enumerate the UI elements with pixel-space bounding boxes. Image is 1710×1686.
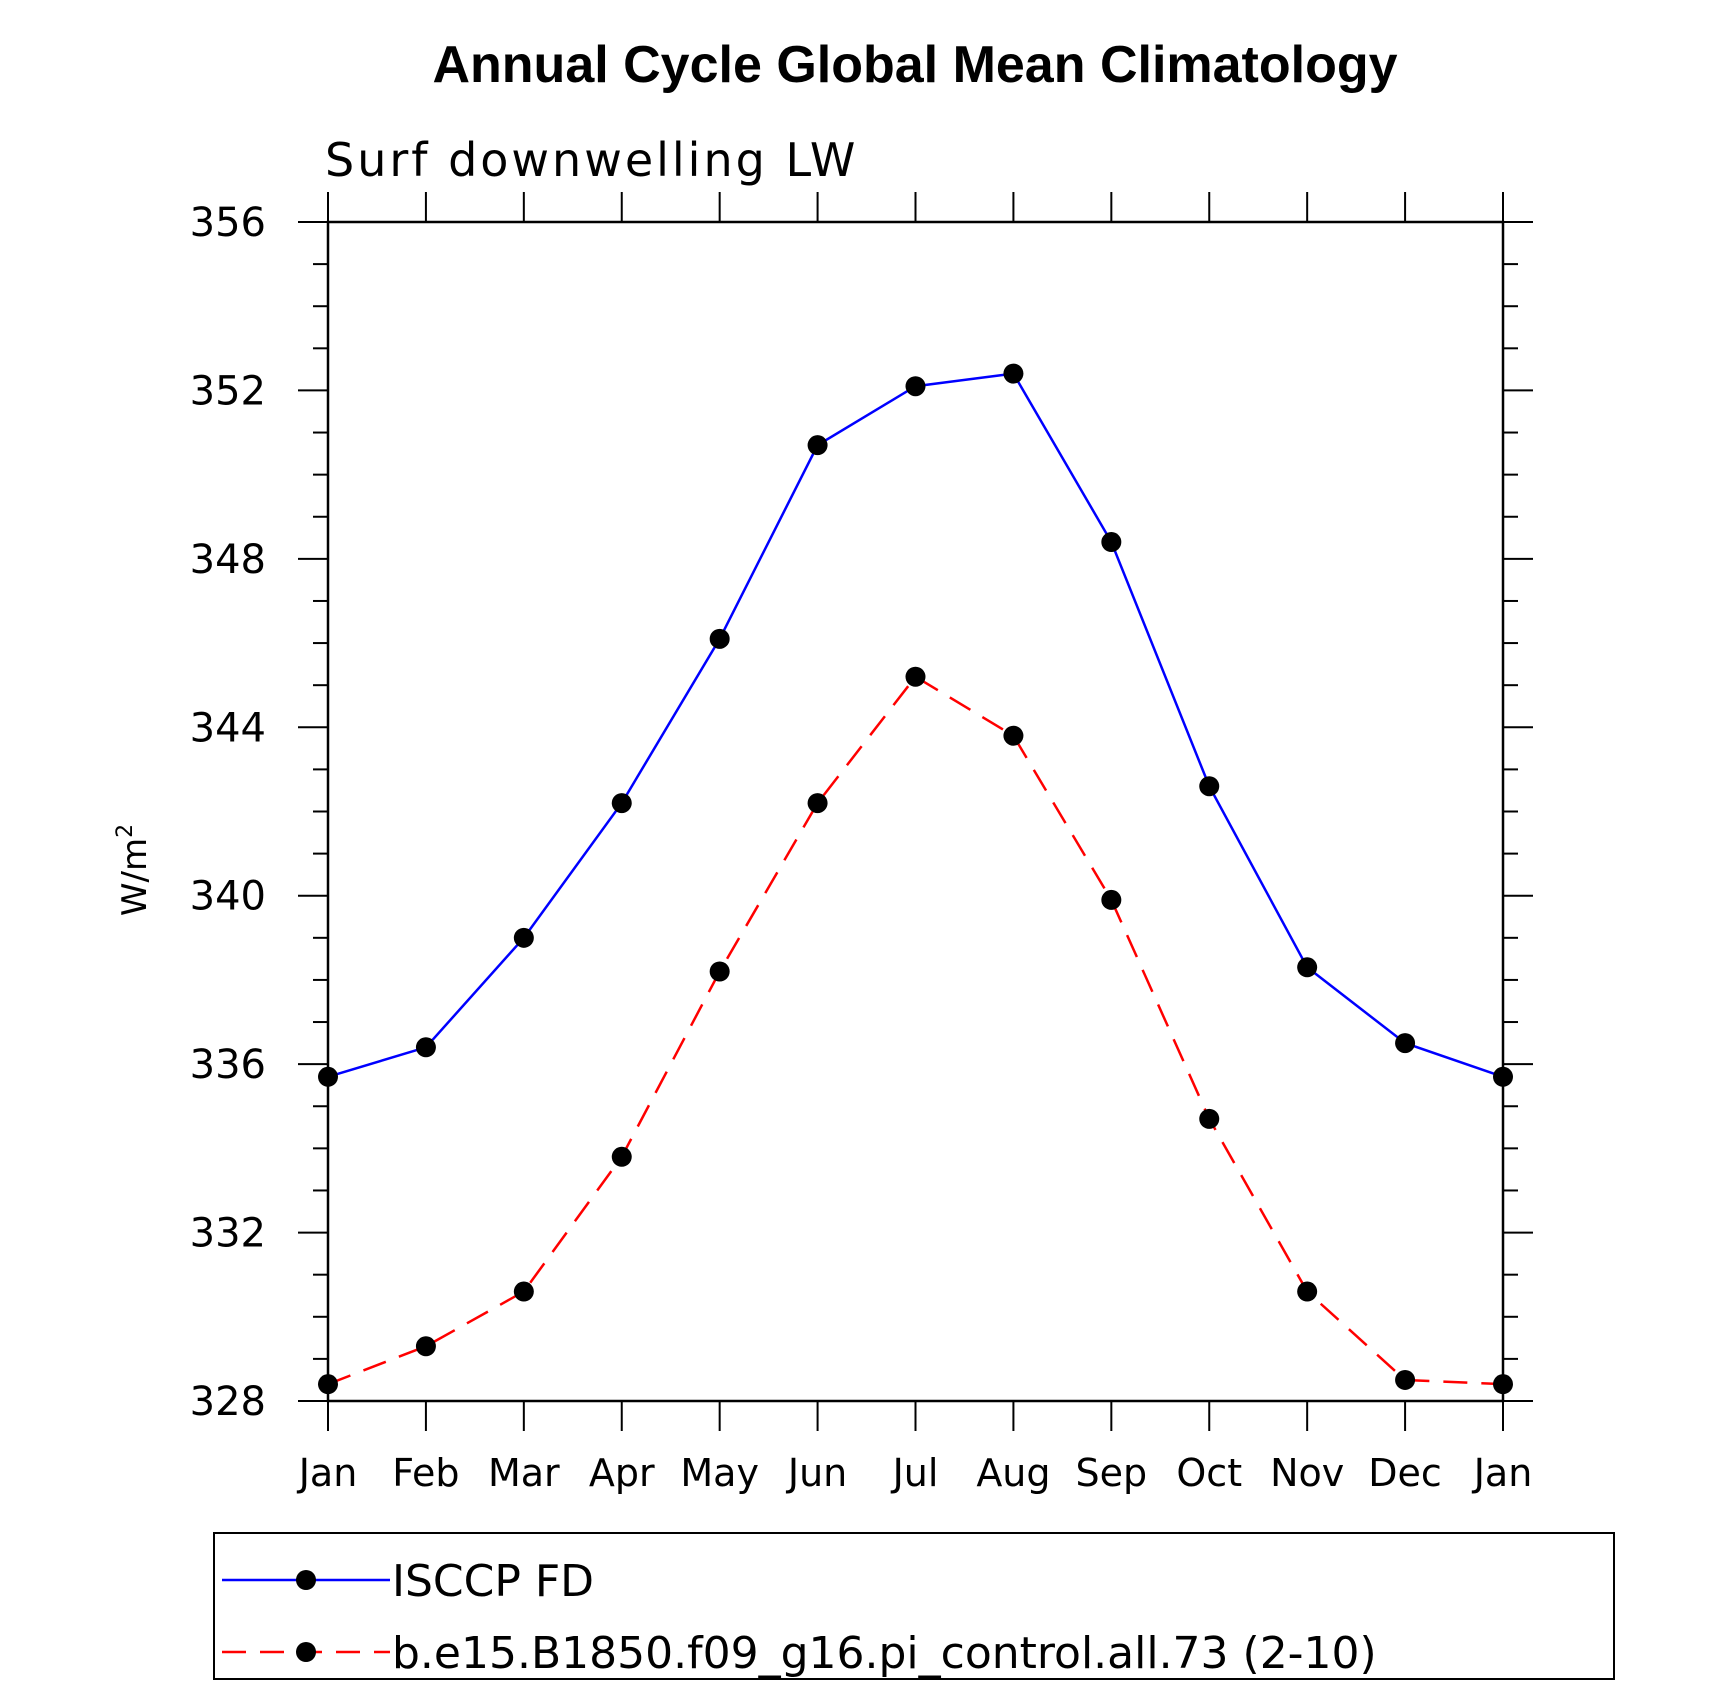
data-point	[709, 961, 730, 982]
y-tick-label: 328	[190, 1379, 266, 1425]
data-point	[318, 1374, 338, 1395]
legend-label: b.e15.B1850.f09_g16.pi_control.all.73 (2…	[392, 1628, 1377, 1679]
y-axis: 328 332 336 340 344 348 352 356	[190, 200, 1533, 1425]
x-tick-label: Jan	[1472, 1451, 1533, 1495]
data-point	[905, 666, 926, 687]
y-tick-label: 336	[190, 1042, 266, 1088]
chart-subtitle: Surf downwelling LW	[325, 133, 858, 187]
data-point	[1297, 1281, 1318, 1302]
series-line	[327, 675, 1504, 1386]
data-point	[709, 628, 730, 649]
x-tick-label: Aug	[976, 1451, 1050, 1495]
y-tick-label: 340	[190, 874, 266, 920]
x-tick-label: Mar	[488, 1451, 560, 1495]
y-tick-label: 348	[190, 537, 266, 583]
x-tick-label: May	[680, 1451, 759, 1495]
data-point	[1199, 776, 1220, 797]
data-point	[1199, 1108, 1220, 1129]
data-point	[415, 1336, 436, 1357]
data-point	[1395, 1369, 1416, 1390]
legend: ISCCP FD b.e15.B1850.f09_g16.pi_control.a…	[213, 1532, 1615, 1680]
data-point	[1395, 1033, 1416, 1054]
x-tick-label: Jan	[297, 1451, 358, 1495]
data-point	[318, 1066, 338, 1087]
data-point	[1493, 1374, 1513, 1395]
series-1	[318, 363, 1513, 1087]
data-point	[1101, 889, 1122, 910]
legend-label: ISCCP FD	[392, 1556, 594, 1607]
series-line	[327, 372, 1504, 1078]
legend-marker	[296, 1570, 316, 1590]
y-tick-label: 344	[190, 705, 266, 751]
x-tick-label: Feb	[392, 1451, 459, 1495]
data-point	[1101, 532, 1122, 553]
x-tick-label: Nov	[1270, 1451, 1344, 1495]
y-tick-label: 352	[190, 368, 266, 414]
data-point	[1493, 1066, 1513, 1087]
chart-title: Annual Cycle Global Mean Climatology	[432, 36, 1397, 94]
x-tick-label: Sep	[1076, 1451, 1148, 1495]
series-layer	[318, 363, 1513, 1395]
plot-frame	[326, 220, 1505, 1403]
data-point	[513, 1281, 534, 1302]
data-point	[807, 435, 828, 456]
x-tick-label: Jun	[786, 1451, 847, 1495]
x-tick-label: Dec	[1368, 1451, 1442, 1495]
data-point	[611, 1146, 632, 1167]
legend-box	[213, 1532, 1615, 1680]
y-axis-label: W/m2	[113, 824, 155, 916]
data-point	[1003, 725, 1024, 746]
data-point	[415, 1037, 436, 1058]
y-tick-label: 332	[190, 1211, 266, 1257]
x-axis: Jan Feb Mar Apr May Jun Jul Aug Sep Oct Nov Dec Jan	[297, 192, 1533, 1495]
data-point	[611, 793, 632, 814]
data-point	[1003, 363, 1024, 384]
y-axis-label-superscript: 2	[113, 824, 138, 838]
data-point	[1297, 957, 1318, 978]
x-tick-label: Oct	[1176, 1451, 1242, 1495]
legend-marker	[296, 1642, 316, 1662]
data-point	[807, 793, 828, 814]
plot-border	[326, 220, 1505, 1403]
y-tick-label: 356	[190, 200, 266, 246]
data-point	[905, 376, 926, 397]
x-tick-label: Jul	[891, 1451, 939, 1495]
x-tick-label: Apr	[589, 1451, 655, 1495]
series-2	[318, 666, 1513, 1395]
data-point	[513, 927, 534, 948]
